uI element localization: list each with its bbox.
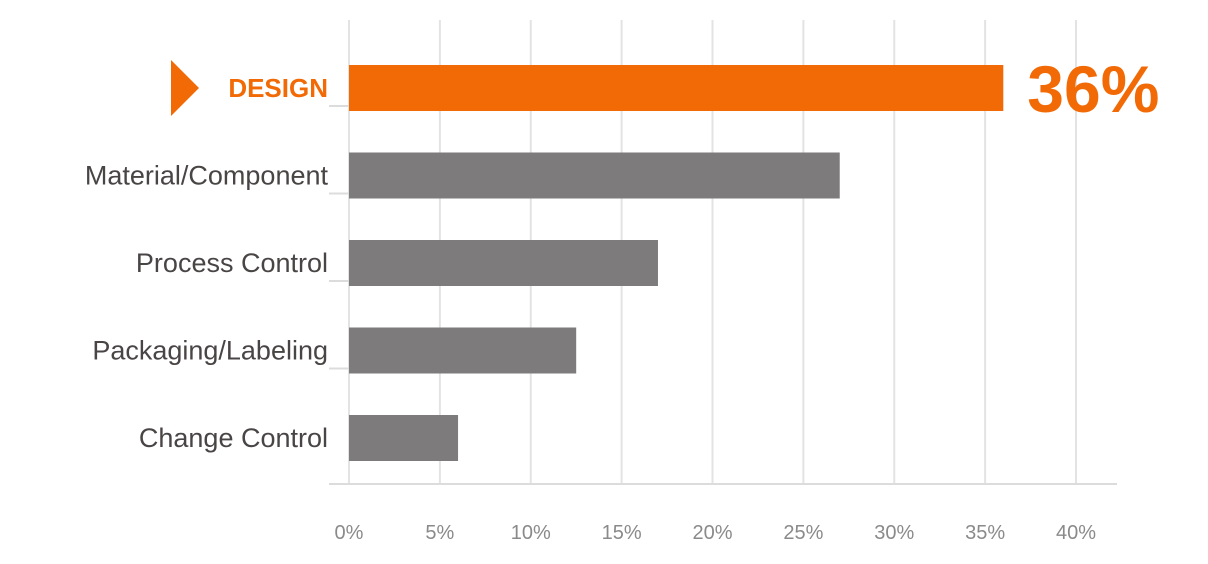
x-tick-label-30: 30% [874,522,914,544]
x-tick-label-25: 25% [783,522,823,544]
category-label-4: Change Control [139,423,328,453]
x-tick-label-0: 0% [335,522,364,544]
x-tick-label-40: 40% [1056,522,1096,544]
highlight-value-label: 36% [1027,52,1159,126]
x-tick-label-35: 35% [965,522,1005,544]
x-tick-label-10: 10% [511,522,551,544]
category-labels: DESIGN Material/Component Process Control P… [85,73,329,453]
highlight-triangle-icon [171,60,199,116]
bar-4 [349,415,459,461]
bar-3 [349,327,577,374]
category-label-2: Process Control [136,248,328,278]
bar-0 [349,65,1004,111]
x-tick-label-15: 15% [602,522,642,544]
category-label-1: Material/Component [85,161,329,191]
category-label-3: Packaging/Labeling [92,336,328,366]
highlight-marker [171,60,199,116]
bar-2 [349,240,658,286]
x-tick-label-20: 20% [692,522,732,544]
x-tick-label-5: 5% [425,522,454,544]
bars: 36% [349,52,1159,461]
category-label-0: DESIGN [228,73,328,103]
x-axis: 0% 5% 10% 15% 20% 25% 30% 35% 40% [329,105,1117,544]
bar-1 [349,152,840,199]
